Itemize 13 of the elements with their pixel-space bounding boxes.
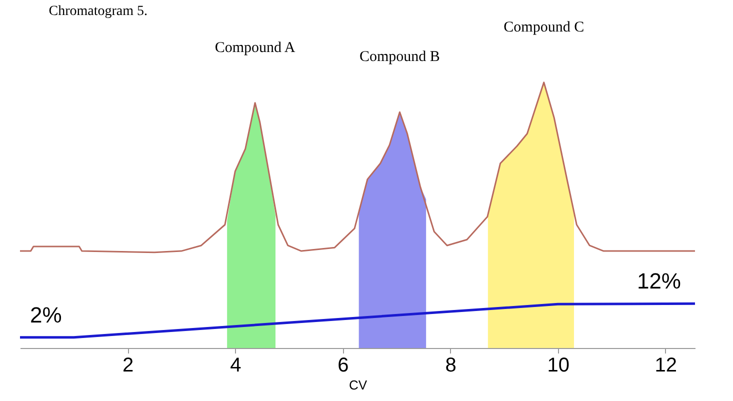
- x-tick-label: 6: [338, 354, 349, 376]
- x-axis-title: CV: [348, 378, 368, 392]
- x-tick-label: 2: [122, 354, 134, 376]
- annotation: 2%: [30, 302, 62, 328]
- x-tick-label: 10: [547, 354, 570, 376]
- text: Compound B: [360, 49, 440, 66]
- x-tick-label: 12: [654, 354, 678, 376]
- annotation: 12%: [636, 268, 681, 294]
- chart-title: Chromatogram 5.: [48, 4, 148, 19]
- x-tick-label: 4: [230, 354, 242, 376]
- text: Compound C: [504, 19, 584, 36]
- text: Compound A: [214, 40, 296, 56]
- x-tick-label: 8: [445, 354, 456, 376]
